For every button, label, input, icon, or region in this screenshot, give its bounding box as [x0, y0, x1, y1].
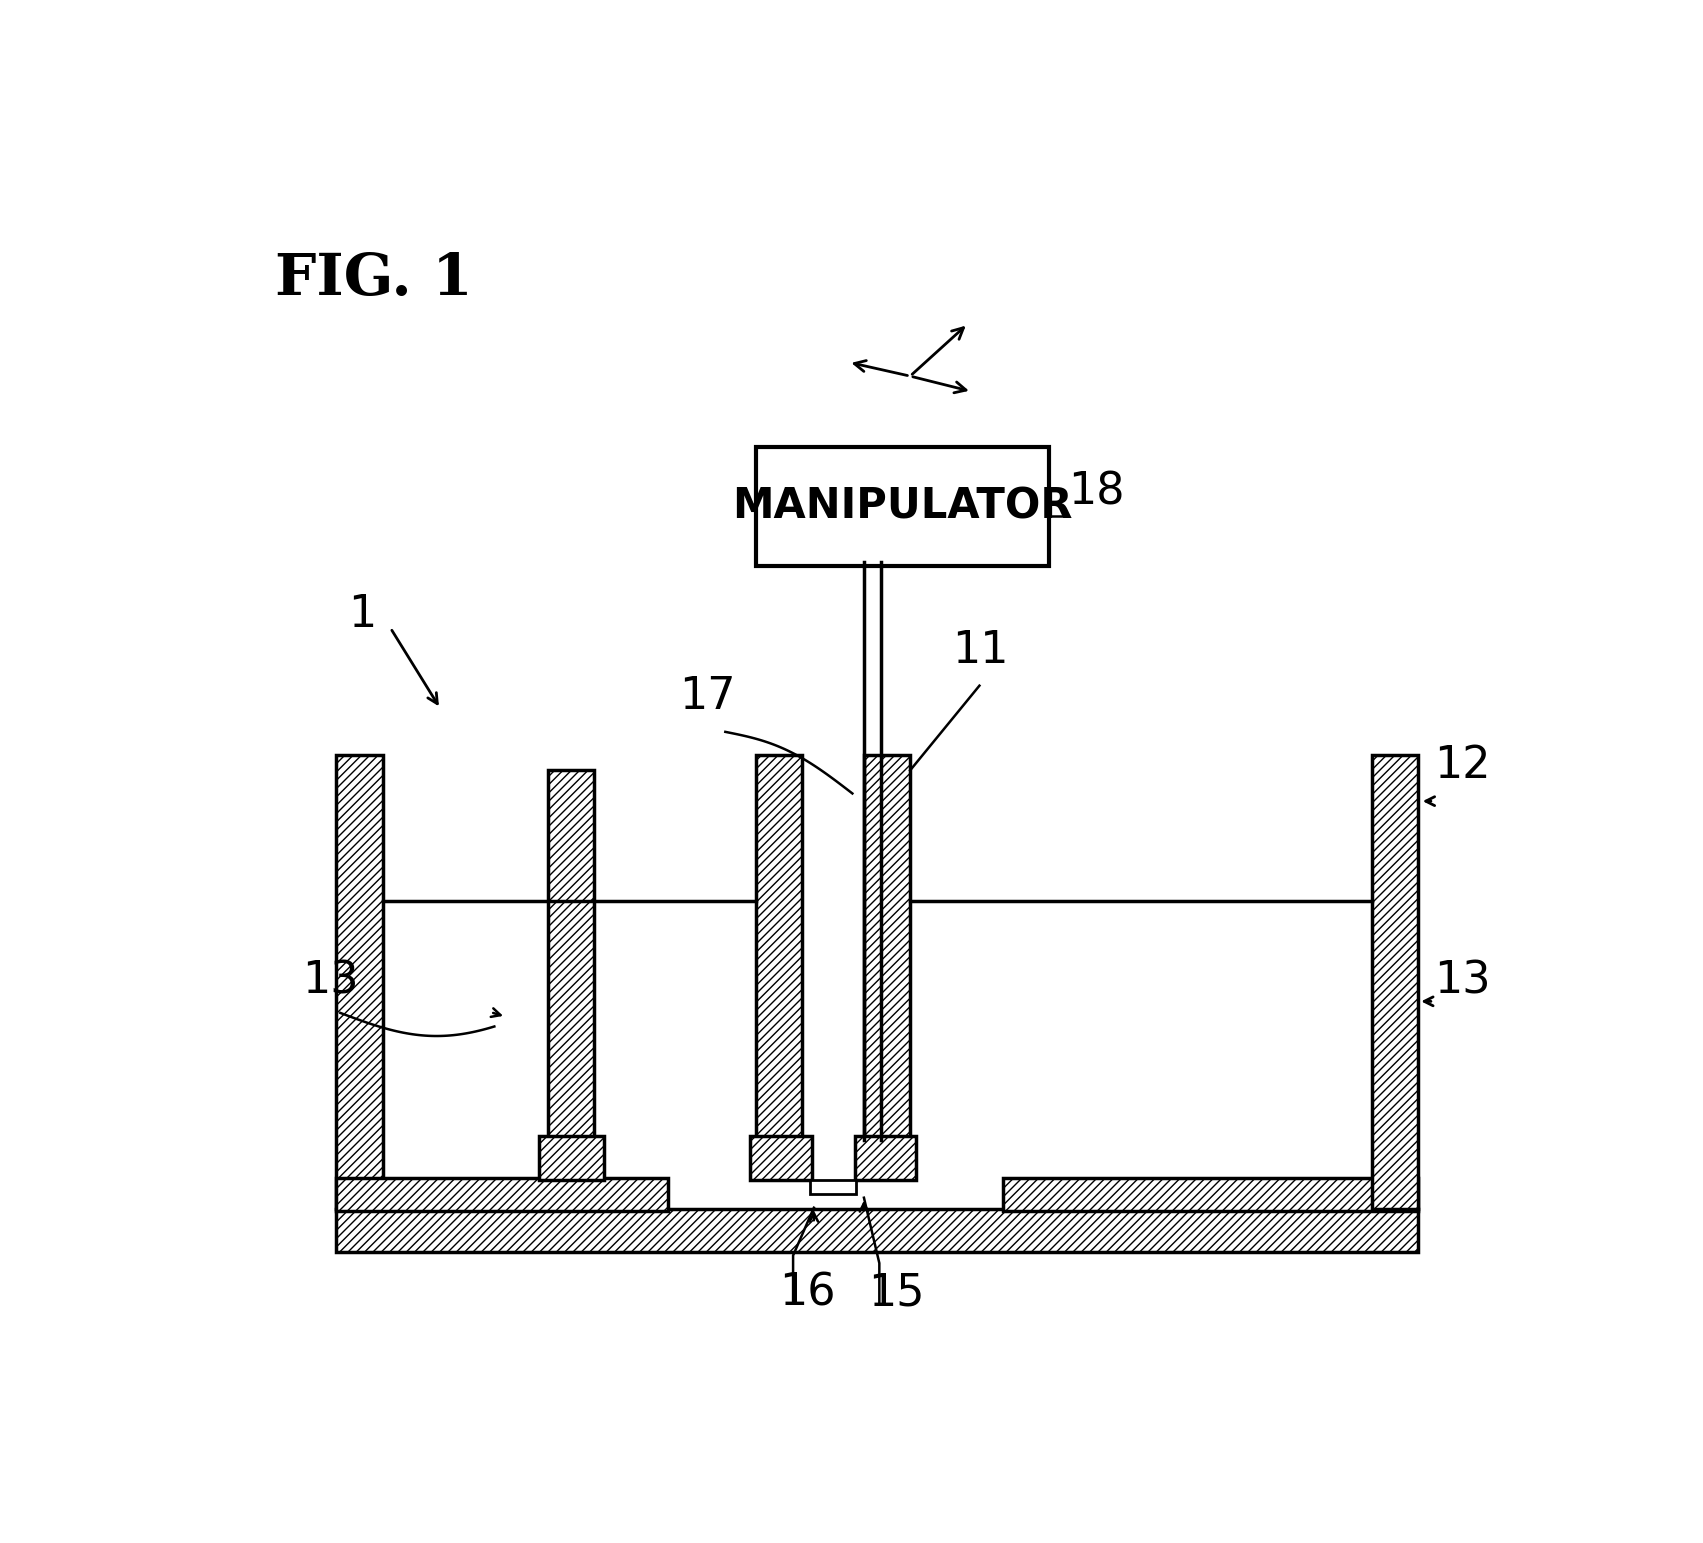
Text: 18: 18 — [1068, 471, 1124, 514]
Bar — [1003, 1179, 1419, 1211]
Bar — [749, 1136, 812, 1180]
Bar — [811, 1180, 857, 1194]
Bar — [337, 1210, 1419, 1251]
Text: 15: 15 — [869, 1271, 925, 1315]
Text: FIG. 1: FIG. 1 — [274, 250, 473, 307]
Text: MANIPULATOR: MANIPULATOR — [732, 486, 1073, 528]
Text: 17: 17 — [679, 674, 736, 717]
Text: 13: 13 — [1434, 960, 1490, 1003]
Bar — [337, 1179, 668, 1211]
Bar — [548, 770, 594, 1140]
Bar — [855, 1136, 916, 1180]
Bar — [756, 447, 1049, 566]
Bar — [756, 755, 802, 1140]
Bar — [538, 1136, 605, 1180]
Text: 1: 1 — [347, 593, 376, 636]
Bar — [337, 755, 383, 1210]
Bar — [1373, 755, 1419, 1210]
Text: 16: 16 — [780, 1271, 836, 1315]
Text: 11: 11 — [952, 628, 1008, 671]
Text: 13: 13 — [301, 960, 358, 1003]
Text: 12: 12 — [1434, 744, 1490, 787]
Bar — [863, 755, 909, 1140]
